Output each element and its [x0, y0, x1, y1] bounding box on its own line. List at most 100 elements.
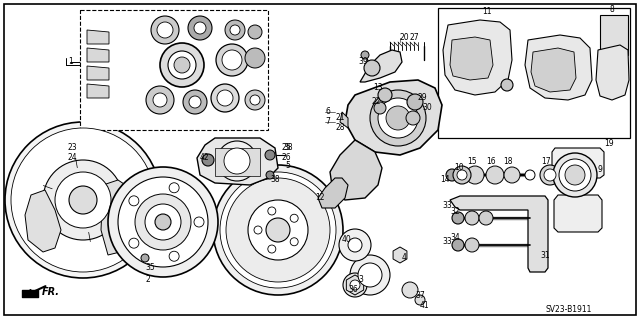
Polygon shape	[531, 48, 576, 92]
Text: 5: 5	[285, 160, 290, 169]
Circle shape	[290, 214, 298, 222]
Text: 36: 36	[348, 286, 358, 294]
Circle shape	[358, 263, 382, 287]
Polygon shape	[87, 30, 109, 44]
Circle shape	[248, 25, 262, 39]
Circle shape	[169, 183, 179, 193]
Text: 22: 22	[371, 98, 381, 107]
Circle shape	[361, 51, 369, 59]
Text: 8: 8	[610, 5, 615, 14]
Text: 24: 24	[68, 153, 77, 162]
Circle shape	[402, 282, 418, 298]
Text: 2: 2	[145, 276, 150, 285]
Text: 31: 31	[540, 250, 550, 259]
Circle shape	[157, 22, 173, 38]
Circle shape	[155, 214, 171, 230]
Circle shape	[565, 165, 585, 185]
Text: 10: 10	[454, 164, 463, 173]
Circle shape	[225, 20, 245, 40]
Text: 7: 7	[325, 117, 330, 127]
Text: 18: 18	[503, 158, 513, 167]
Text: 13: 13	[373, 84, 383, 93]
Polygon shape	[393, 247, 407, 263]
Circle shape	[153, 93, 167, 107]
Text: SV23-B1911: SV23-B1911	[546, 306, 592, 315]
Polygon shape	[87, 84, 109, 98]
Text: 4: 4	[402, 254, 407, 263]
Circle shape	[222, 50, 242, 70]
Text: 34: 34	[450, 234, 460, 242]
Circle shape	[364, 60, 380, 76]
Circle shape	[378, 88, 392, 102]
Polygon shape	[197, 138, 278, 185]
Circle shape	[118, 177, 208, 267]
Circle shape	[457, 170, 467, 180]
Circle shape	[504, 167, 520, 183]
Text: 11: 11	[482, 8, 492, 17]
Circle shape	[220, 172, 336, 288]
Circle shape	[386, 106, 410, 130]
Circle shape	[108, 167, 218, 277]
Text: 33: 33	[442, 201, 452, 210]
Text: 26: 26	[281, 152, 291, 161]
Text: 15: 15	[467, 158, 477, 167]
Circle shape	[486, 166, 504, 184]
Circle shape	[407, 94, 423, 110]
Circle shape	[553, 153, 597, 197]
Polygon shape	[346, 275, 364, 295]
Text: 38: 38	[270, 175, 280, 184]
Polygon shape	[87, 66, 109, 80]
Circle shape	[217, 141, 257, 181]
Polygon shape	[525, 35, 592, 100]
Polygon shape	[318, 178, 348, 208]
Circle shape	[266, 171, 274, 179]
Circle shape	[559, 159, 591, 191]
Circle shape	[525, 170, 535, 180]
Circle shape	[55, 172, 111, 228]
Circle shape	[202, 154, 214, 166]
Circle shape	[544, 169, 556, 181]
Circle shape	[194, 217, 204, 227]
Text: 23: 23	[68, 144, 77, 152]
Text: 42: 42	[200, 153, 210, 162]
Circle shape	[129, 238, 139, 248]
Circle shape	[145, 204, 181, 240]
Circle shape	[290, 238, 298, 246]
Circle shape	[11, 128, 155, 272]
Circle shape	[224, 148, 250, 174]
Circle shape	[213, 165, 343, 295]
Text: 12: 12	[315, 194, 324, 203]
Circle shape	[268, 207, 276, 215]
Circle shape	[406, 111, 420, 125]
Bar	[80, 10, 268, 130]
Text: 20: 20	[400, 33, 410, 42]
Text: 17: 17	[541, 158, 550, 167]
Circle shape	[268, 245, 276, 253]
Polygon shape	[345, 80, 442, 155]
Text: 33: 33	[442, 238, 452, 247]
Circle shape	[446, 169, 458, 181]
Text: 41: 41	[420, 300, 429, 309]
Circle shape	[250, 95, 260, 105]
Circle shape	[265, 150, 275, 160]
Text: 21: 21	[335, 114, 344, 122]
Text: 29: 29	[418, 93, 428, 102]
Circle shape	[151, 16, 179, 44]
Circle shape	[350, 255, 390, 295]
Circle shape	[254, 226, 262, 234]
Circle shape	[479, 211, 493, 225]
Circle shape	[245, 48, 265, 68]
Circle shape	[374, 102, 386, 114]
Circle shape	[146, 86, 174, 114]
Circle shape	[343, 273, 367, 297]
Circle shape	[211, 84, 239, 112]
Circle shape	[248, 200, 308, 260]
Circle shape	[188, 16, 212, 40]
Text: FR.: FR.	[42, 287, 60, 297]
Text: 35: 35	[145, 263, 155, 272]
Circle shape	[194, 22, 206, 34]
Text: 32: 32	[450, 207, 460, 217]
Circle shape	[266, 218, 290, 242]
Circle shape	[415, 295, 425, 305]
Text: 9: 9	[598, 166, 603, 174]
